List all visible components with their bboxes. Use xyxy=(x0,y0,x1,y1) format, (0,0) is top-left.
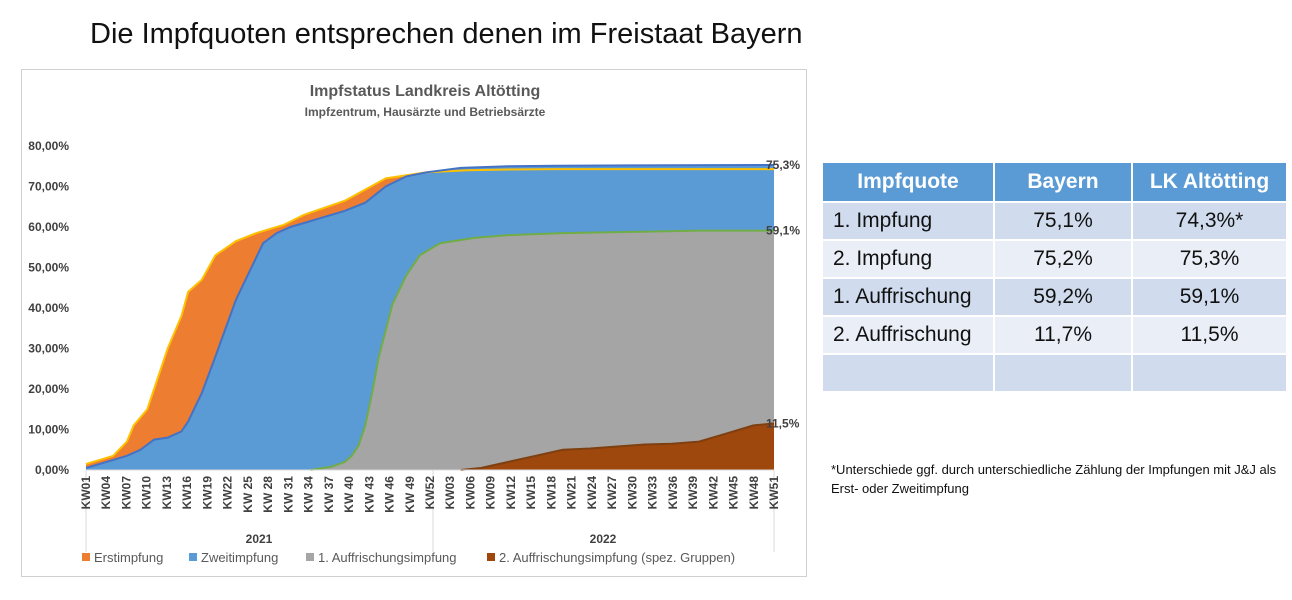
x-tick-label: KW21 xyxy=(565,476,579,510)
area-1-auffrischungsimpfung xyxy=(310,230,774,470)
table-row: 1. Auffrischung 59,2% 59,1% xyxy=(821,277,1288,317)
header-lk-altoetting: LK Altötting xyxy=(1131,161,1288,203)
y-tick-label: 10,00% xyxy=(28,423,69,437)
end-label-erstimpfung: 75,3% xyxy=(766,158,800,172)
row-label-cell: 2. Impfung xyxy=(821,239,995,279)
x-tick-label: KW30 xyxy=(625,476,639,510)
chart-subtitle: Impfzentrum, Hausärzte und Betriebsärzte xyxy=(305,105,546,119)
x-tick-label: KW42 xyxy=(706,476,720,510)
x-tick-label: KW09 xyxy=(484,476,498,510)
x-tick-label: KW10 xyxy=(140,476,154,510)
table-row: 2. Auffrischung 11,7% 11,5% xyxy=(821,315,1288,355)
x-tick-label: KW06 xyxy=(464,476,478,510)
x-tick-label: KW 40 xyxy=(342,476,356,513)
x-tick-label: KW52 xyxy=(423,476,437,510)
lk-altoetting-cell: 74,3%* xyxy=(1131,201,1288,241)
bayern-cell: 11,7% xyxy=(993,315,1133,355)
bayern-cell: 59,2% xyxy=(993,277,1133,317)
year-label-2021: 2021 xyxy=(246,532,273,546)
lk-altoetting-cell: 11,5% xyxy=(1131,315,1288,355)
lk-altoetting-cell: 75,3% xyxy=(1131,239,1288,279)
x-tick-label: KW18 xyxy=(544,476,558,510)
bayern-cell xyxy=(993,353,1133,393)
x-tick-label: KW 31 xyxy=(281,476,295,513)
y-tick-label: 30,00% xyxy=(28,342,69,356)
chart-svg: Impfstatus Landkreis Altötting Impfzentru… xyxy=(28,83,800,565)
line-1-auffrischungsimpfung xyxy=(310,229,774,471)
x-tick-label: KW 43 xyxy=(362,476,376,513)
x-tick-label: KW16 xyxy=(180,476,194,510)
row-label-cell: 1. Impfung xyxy=(821,201,995,241)
legend-swatch xyxy=(82,553,90,561)
x-tick-label: KW12 xyxy=(504,476,518,510)
y-tick-label: 50,00% xyxy=(28,261,69,275)
line-2-auffrischungsimpfung-spez-gruppen- xyxy=(460,422,775,471)
x-tick-label: KW 28 xyxy=(261,476,275,513)
x-tick-label: KW27 xyxy=(605,476,619,510)
legend-label: 2. Auffrischungsimpfung (spez. Gruppen) xyxy=(499,550,735,565)
row-label-cell: 1. Auffrischung xyxy=(821,277,995,317)
x-tick-label: KW 37 xyxy=(322,476,336,513)
x-tick-label: KW 46 xyxy=(383,476,397,513)
x-tick-label: KW 34 xyxy=(302,476,316,513)
vaccination-rate-table: Impfquote Bayern LK Altötting 1. Impfung… xyxy=(821,161,1288,393)
y-tick-label: 60,00% xyxy=(28,220,69,234)
bayern-cell: 75,2% xyxy=(993,239,1133,279)
line-erstimpfung xyxy=(85,168,774,465)
header-bayern: Bayern xyxy=(993,161,1133,203)
x-tick-label: KW04 xyxy=(99,476,113,510)
x-tick-label: KW13 xyxy=(160,476,174,510)
slide-headline: Die Impfquoten entsprechen denen im Frei… xyxy=(90,18,803,50)
x-tick-label: KW36 xyxy=(666,476,680,510)
footnote: *Unterschiede ggf. durch unterschiedlich… xyxy=(831,462,1277,496)
legend-swatch xyxy=(306,553,314,561)
x-tick-label: KW33 xyxy=(646,476,660,510)
year-label-2022: 2022 xyxy=(590,532,617,546)
x-tick-label: KW51 xyxy=(767,476,781,510)
x-tick-label: KW15 xyxy=(524,476,538,510)
bayern-cell: 75,1% xyxy=(993,201,1133,241)
x-tick-label: KW22 xyxy=(221,476,235,510)
table-row: 1. Impfung 75,1% 74,3%* xyxy=(821,201,1288,241)
legend-swatch xyxy=(189,553,197,561)
table-header-row: Impfquote Bayern LK Altötting xyxy=(821,161,1288,203)
y-tick-label: 40,00% xyxy=(28,301,69,315)
x-tick-label: KW24 xyxy=(585,476,599,510)
x-tick-label: KW 25 xyxy=(241,476,255,513)
y-tick-label: 80,00% xyxy=(28,139,69,153)
y-tick-label: 70,00% xyxy=(28,180,69,194)
x-tick-label: KW19 xyxy=(200,476,214,510)
y-tick-label: 0,00% xyxy=(35,463,69,477)
header-impfquote: Impfquote xyxy=(821,161,995,203)
lk-altoetting-cell xyxy=(1131,353,1288,393)
end-label-auffrischung-1: 59,1% xyxy=(766,224,800,238)
table-row xyxy=(821,353,1288,393)
lk-altoetting-cell: 59,1% xyxy=(1131,277,1288,317)
x-tick-label: KW45 xyxy=(727,476,741,510)
legend-swatch xyxy=(487,553,495,561)
row-label-cell: 2. Auffrischung xyxy=(821,315,995,355)
row-label-cell xyxy=(821,353,995,393)
x-tick-label: KW48 xyxy=(747,476,761,510)
end-label-auffrischung-2: 11,5% xyxy=(766,416,800,430)
legend-label: Zweitimpfung xyxy=(201,550,278,565)
x-tick-label: KW01 xyxy=(79,476,93,510)
x-tick-label: KW 49 xyxy=(403,476,417,513)
vaccination-chart: Impfstatus Landkreis Altötting Impfzentru… xyxy=(21,69,807,577)
line-zweitimpfung xyxy=(85,164,775,469)
x-tick-label: KW03 xyxy=(443,476,457,510)
legend-label: Erstimpfung xyxy=(94,550,163,565)
x-tick-label: KW07 xyxy=(120,476,134,510)
y-tick-label: 20,00% xyxy=(28,382,69,396)
legend-label: 1. Auffrischungsimpfung xyxy=(318,550,457,565)
chart-title: Impfstatus Landkreis Altötting xyxy=(310,83,541,100)
table-row: 2. Impfung 75,2% 75,3% xyxy=(821,239,1288,279)
x-tick-label: KW39 xyxy=(686,476,700,510)
